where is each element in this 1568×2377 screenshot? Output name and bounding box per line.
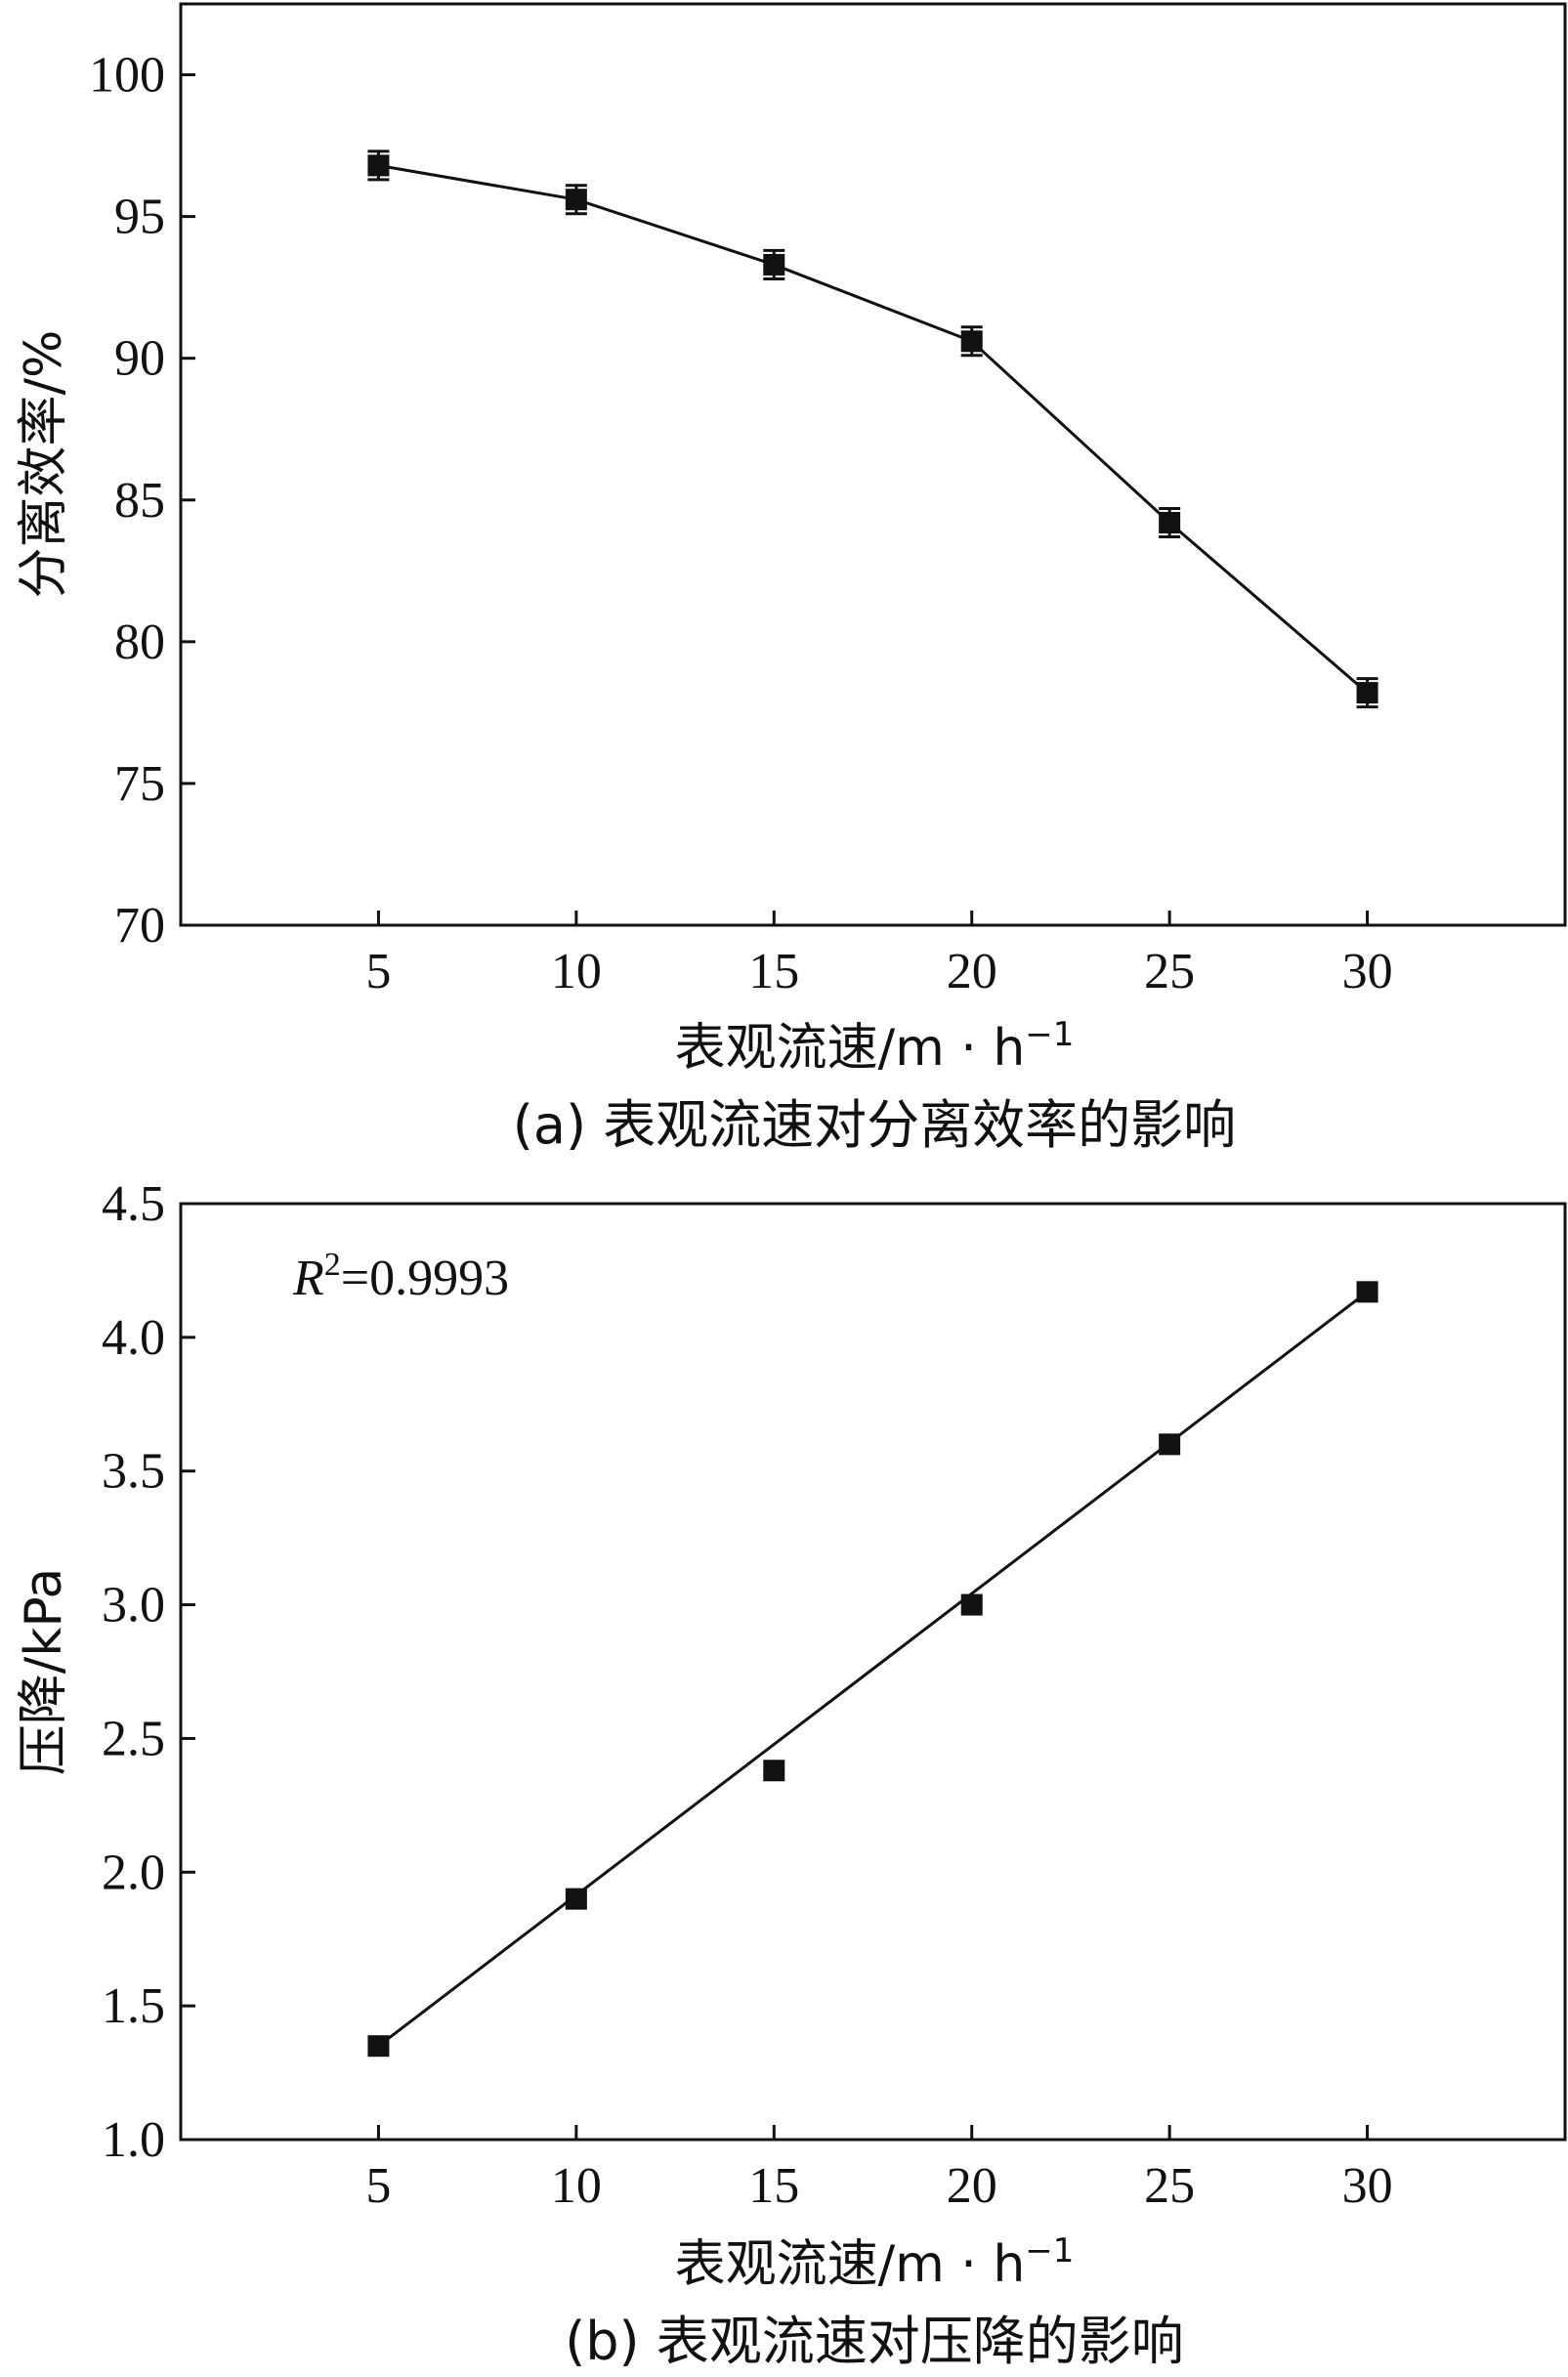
data-point xyxy=(565,1888,587,1910)
y-tick-label: 100 xyxy=(89,48,165,104)
y-tick-label: 3.5 xyxy=(102,1444,165,1500)
data-point xyxy=(1159,1433,1181,1456)
fit-line xyxy=(377,1291,1369,2048)
panel-a-x-axis-title: 表观流速/m · h−1 xyxy=(675,1015,1075,1078)
data-point xyxy=(763,1760,785,1782)
x-tick-label: 20 xyxy=(947,2158,997,2214)
data-point xyxy=(960,1593,983,1616)
x-tick-label: 15 xyxy=(748,944,799,999)
panel-a-x-axis-title-exponent: −1 xyxy=(1025,1015,1074,1054)
panel-b-plot-area xyxy=(367,1281,1378,2058)
panel-b-r-squared-value: =0.9993 xyxy=(341,1251,509,1306)
panel-b-y-axis-title: 压降/kPa xyxy=(15,1568,73,1776)
panel-b-plot-frame xyxy=(179,1202,1567,2142)
y-tick-label: 85 xyxy=(114,473,165,529)
y-tick-label: 70 xyxy=(114,898,165,954)
data-point xyxy=(367,154,390,177)
panel-b-x-axis-title: 表观流速/m · h−1 xyxy=(675,2231,1075,2294)
x-tick-label: 5 xyxy=(365,2158,391,2214)
panel-a-plot-area xyxy=(367,149,1378,709)
y-tick-label: 4.0 xyxy=(102,1310,165,1366)
panel-b-x-axis-title-exponent: −1 xyxy=(1025,2231,1074,2271)
panel-a-plot-frame xyxy=(179,2,1567,927)
y-tick-label: 2.5 xyxy=(102,1711,165,1766)
data-point xyxy=(565,189,587,211)
panel-b: 1.0 1.5 2.0 2.5 3.0 3.5 4.0 4.5 5 10 15 20 25 30 R2=… xyxy=(15,1176,1567,2372)
panel-a-x-axis: 5 10 15 20 25 30 xyxy=(365,911,1393,999)
y-tick-label: 90 xyxy=(114,331,165,387)
x-tick-label: 20 xyxy=(947,944,997,999)
panel-b-r-squared-symbol: R xyxy=(292,1251,324,1306)
y-tick-label: 4.5 xyxy=(102,1176,165,1232)
y-tick-label: 3.0 xyxy=(102,1578,165,1634)
series-line xyxy=(378,163,1369,695)
x-tick-label: 25 xyxy=(1144,944,1195,999)
y-tick-label: 80 xyxy=(114,615,165,670)
data-point xyxy=(1356,682,1378,704)
panel-b-x-axis-title-text: 表观流速/m · h xyxy=(675,2235,1026,2294)
panel-a: 70 75 80 85 90 95 100 5 10 15 20 25 30 分离效率/% 表观流速/… xyxy=(15,2,1567,1156)
data-point xyxy=(1356,1281,1378,1303)
data-point xyxy=(367,2035,390,2058)
panel-b-r-squared-exponent: 2 xyxy=(324,1247,341,1283)
panel-a-caption: (a) 表观流速对分离效率的影响 xyxy=(513,1094,1236,1156)
panel-a-x-axis-title-text: 表观流速/m · h xyxy=(675,1019,1026,1078)
x-tick-label: 30 xyxy=(1342,2158,1393,2214)
y-tick-label: 1.0 xyxy=(102,2112,165,2168)
x-tick-label: 30 xyxy=(1342,944,1393,999)
x-tick-label: 10 xyxy=(551,944,602,999)
data-point xyxy=(1159,511,1181,533)
y-tick-label: 1.5 xyxy=(102,1978,165,2034)
panel-a-y-axis: 70 75 80 85 90 95 100 xyxy=(89,48,195,954)
x-tick-label: 10 xyxy=(551,2158,602,2214)
data-point xyxy=(763,253,785,276)
panel-b-y-axis: 1.0 1.5 2.0 2.5 3.0 3.5 4.0 4.5 xyxy=(102,1176,195,2168)
panel-b-caption: (b) 表观流速对压降的影响 xyxy=(565,2311,1184,2372)
panel-b-r-squared: R2=0.9993 xyxy=(292,1247,509,1306)
panel-b-x-axis: 5 10 15 20 25 30 xyxy=(365,2125,1393,2214)
y-tick-label: 75 xyxy=(114,756,165,812)
x-tick-label: 15 xyxy=(748,2158,799,2214)
panel-a-y-axis-title: 分离效率/% xyxy=(15,330,73,599)
y-tick-label: 2.0 xyxy=(102,1845,165,1900)
x-tick-label: 25 xyxy=(1144,2158,1195,2214)
data-point xyxy=(960,330,983,353)
y-tick-label: 95 xyxy=(114,190,165,245)
x-tick-label: 5 xyxy=(365,944,391,999)
